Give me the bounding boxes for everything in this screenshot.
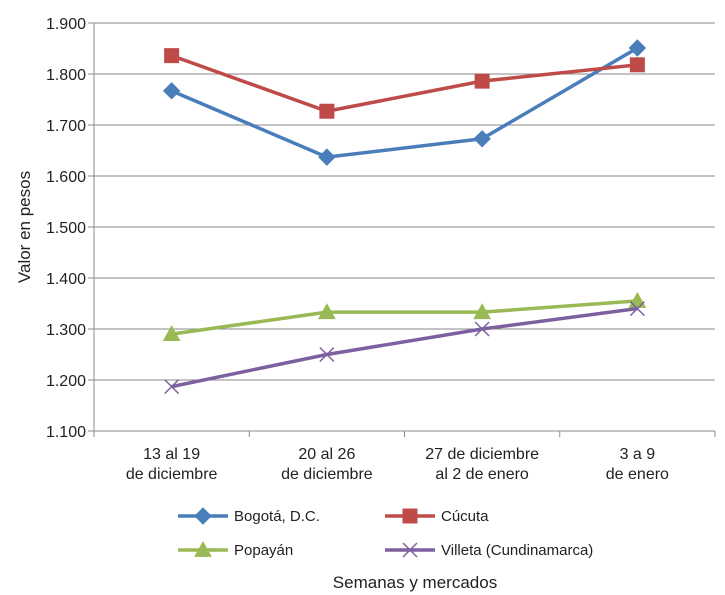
y-tick-label: 1.200 — [46, 373, 86, 390]
x-tick-label: de enero — [606, 466, 669, 483]
legend-item-1: Cúcuta — [385, 508, 489, 525]
x-axis-title: Semanas y mercados — [333, 573, 497, 592]
y-tick-label: 1.300 — [46, 322, 86, 339]
y-tick-label: 1.100 — [46, 424, 86, 441]
x-tick-label: 13 al 19 — [143, 446, 200, 463]
series-2-point-marker — [473, 303, 491, 320]
series-1-point-marker — [474, 73, 490, 89]
x-axis-tick-labels: 13 al 19 de diciembre 20 al 26 de diciembre… — [126, 446, 669, 483]
y-axis-title: Valor en pesos — [15, 171, 34, 283]
y-axis-tick-labels: 1.100 1.200 1.300 1.400 1.500 1.600 1.700 1.800… — [46, 16, 86, 441]
series-0 — [162, 39, 647, 166]
legend-label: Popayán — [234, 542, 293, 559]
series-0-point-marker — [162, 82, 181, 100]
series-0-point-marker — [628, 39, 647, 57]
y-tick-label: 1.700 — [46, 118, 86, 135]
legend-swatch-marker — [402, 508, 418, 524]
y-tick-label: 1.900 — [46, 16, 86, 33]
legend: Bogotá, D.C. Cúcuta Popayán Villeta (Cundin… — [178, 507, 593, 559]
x-tick-label: al 2 de enero — [435, 466, 529, 483]
legend-swatch-marker — [194, 507, 212, 525]
series-2-point-marker — [318, 303, 336, 320]
series-3-line — [171, 306, 638, 389]
series-0-point-marker — [318, 148, 336, 166]
y-tick-label: 1.600 — [46, 169, 86, 186]
legend-item-0: Bogotá, D.C. — [178, 507, 320, 525]
legend-swatch-marker — [402, 542, 418, 558]
x-tick-label: 3 a 9 — [620, 446, 656, 463]
axes — [88, 22, 716, 437]
series-0-point-marker — [473, 130, 491, 148]
legend-label: Villeta (Cundinamarca) — [441, 542, 593, 559]
legend-item-3: Villeta (Cundinamarca) — [385, 542, 593, 559]
legend-swatch-marker — [194, 540, 212, 557]
grid-lines — [94, 22, 715, 381]
series-layer — [162, 39, 647, 395]
legend-label: Cúcuta — [441, 508, 489, 525]
series-3 — [164, 301, 645, 395]
series-3-point-marker — [629, 301, 645, 317]
series-3-point-marker — [474, 321, 490, 337]
series-0-line — [170, 46, 639, 159]
series-2-line — [171, 299, 638, 336]
x-tick-label: de diciembre — [281, 466, 373, 483]
series-3-point-marker — [164, 379, 180, 395]
x-tick-label: 27 de diciembre — [425, 446, 539, 463]
x-tick-label: de diciembre — [126, 466, 218, 483]
y-tick-label: 1.800 — [46, 67, 86, 84]
legend-label: Bogotá, D.C. — [234, 508, 320, 525]
series-2-point-marker — [162, 325, 181, 341]
series-1-line — [171, 53, 638, 113]
series-3-point-marker — [319, 346, 335, 363]
series-1-point-marker — [629, 57, 645, 73]
series-2 — [162, 291, 647, 341]
legend-item-2: Popayán — [178, 540, 293, 559]
y-tick-label: 1.500 — [46, 220, 86, 237]
y-tick-label: 1.400 — [46, 271, 86, 288]
series-1 — [164, 48, 645, 119]
series-1-point-marker — [319, 103, 335, 119]
x-tick-label: 20 al 26 — [298, 446, 355, 463]
series-1-point-marker — [164, 48, 180, 64]
